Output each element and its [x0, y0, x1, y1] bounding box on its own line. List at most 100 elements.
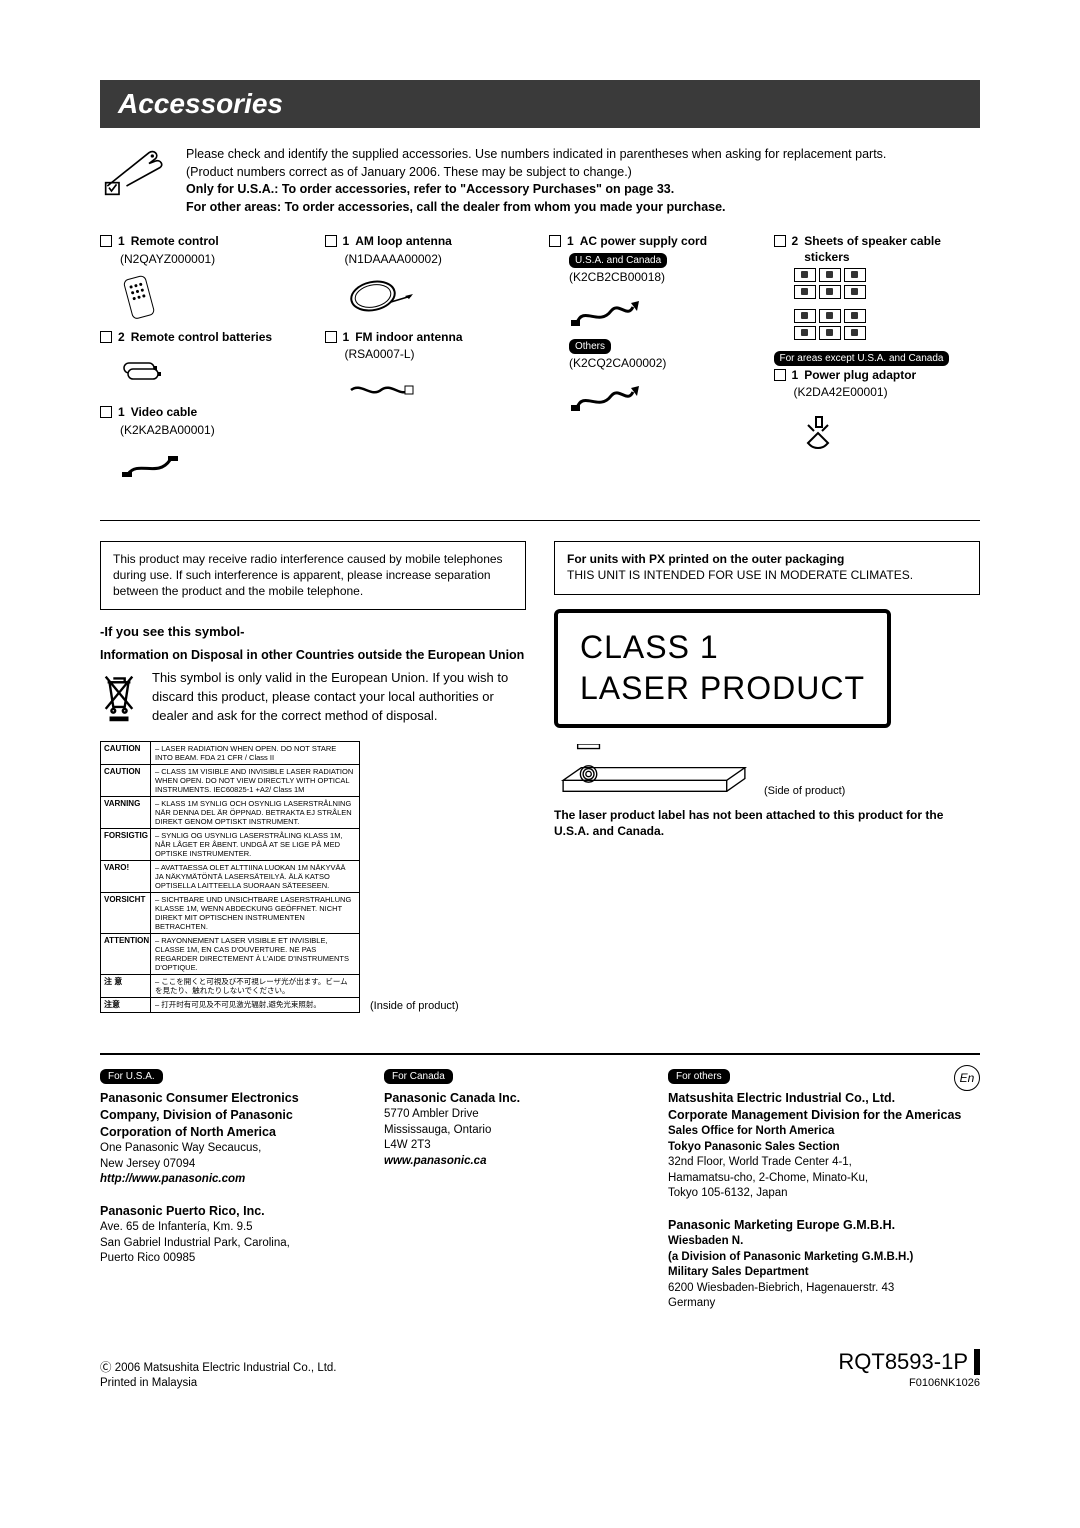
printed-in: Printed in Malaysia	[100, 1376, 337, 1391]
company-name: Matsushita Electric Industrial Co., Ltd.	[668, 1090, 980, 1107]
divider	[100, 1053, 980, 1055]
addr-line: (a Division of Panasonic Marketing G.M.B…	[668, 1250, 980, 1266]
acc-stickers: 2 Sheets of speaker cable stickers	[774, 234, 981, 339]
warn-text: – SYNLIG OG USYNLIG LASERSTRÅLING KLASS …	[151, 829, 359, 860]
addr-line: Wiesbaden N.	[668, 1234, 980, 1250]
acc-part: (N2QAYZ000001)	[100, 252, 307, 268]
warn-label: VARNING	[101, 797, 151, 828]
disposal-heading: Information on Disposal in other Countri…	[100, 647, 526, 663]
url: http://www.panasonic.com	[100, 1172, 360, 1188]
warn-text: – KLASS 1M SYNLIG OCH OSYNLIG LASERSTRÅL…	[151, 797, 359, 828]
warn-text: – AVATTAESSA OLET ALTTIINA LUOKAN 1M NÄK…	[151, 861, 359, 892]
acc-am-loop: 1 AM loop antenna (N1DAAAA00002)	[325, 234, 532, 319]
doc-code: RQT8593-1P	[838, 1348, 968, 1377]
region-badge: For areas except U.S.A. and Canada	[774, 351, 950, 366]
warn-text: – 打开时有可见及不可见激光辐射,避免光束照射。	[151, 998, 359, 1012]
warn-label: CAUTION	[101, 765, 151, 796]
acc-plug-adaptor: For areas except U.S.A. and Canada 1Powe…	[774, 350, 981, 453]
acc-part: (K2CQ2CA00002)	[549, 356, 756, 372]
url: www.panasonic.ca	[384, 1154, 644, 1170]
power-cord-icon	[549, 290, 756, 338]
copyright: Ⓒ 2006 Matsushita Electric Industrial Co…	[100, 1361, 337, 1376]
fm-antenna-icon	[325, 367, 532, 415]
acc-name: Power plug adaptor	[804, 368, 916, 384]
weee-icon	[100, 669, 140, 727]
acc-name: Sheets of speaker cable stickers	[804, 234, 980, 265]
interference-notice: This product may receive radio interfere…	[100, 541, 526, 610]
laser-note: The laser product label has not been att…	[554, 808, 980, 839]
addr-line: Hamamatsu-cho, 2-Chome, Minato-Ku,	[668, 1171, 980, 1187]
checkbox-icon	[100, 331, 112, 343]
sub-code: F0106NK1026	[838, 1376, 980, 1390]
acc-qty: 2	[792, 234, 799, 250]
laser-line2: LASER PRODUCT	[580, 668, 865, 710]
warn-label: CAUTION	[101, 742, 151, 764]
addresses: En For U.S.A. Panasonic Consumer Electro…	[100, 1069, 980, 1312]
acc-name: FM indoor antenna	[355, 330, 462, 346]
addr-line: Germany	[668, 1296, 980, 1312]
acc-name: AM loop antenna	[355, 234, 452, 250]
region-badge: Others	[569, 339, 611, 354]
laser-class-label: CLASS 1 LASER PRODUCT	[554, 609, 891, 728]
acc-qty: 1	[118, 405, 125, 421]
hand-check-icon	[100, 146, 170, 216]
warn-label: FORSIGTIG	[101, 829, 151, 860]
addr-line: 6200 Wiesbaden-Biebrich, Hagenauerstr. 4…	[668, 1281, 980, 1297]
px-body: THIS UNIT IS INTENDED FOR USE IN MODERAT…	[567, 568, 967, 584]
addr-line: Military Sales Department	[668, 1265, 980, 1281]
footer: Ⓒ 2006 Matsushita Electric Industrial Co…	[100, 1348, 980, 1391]
acc-part: (K2DA42E00001)	[774, 385, 981, 401]
cable-icon	[100, 442, 307, 490]
company-name: Panasonic Canada Inc.	[384, 1090, 644, 1107]
acc-qty: 2	[118, 330, 125, 346]
company-name: Panasonic Marketing Europe G.M.B.H.	[668, 1217, 980, 1234]
addr-canada: For Canada Panasonic Canada Inc. 5770 Am…	[384, 1069, 644, 1312]
checkbox-icon	[774, 235, 786, 247]
intro-row: Please check and identify the supplied a…	[100, 146, 980, 216]
warn-label: ATTENTION	[101, 934, 151, 974]
disposal-body: This symbol is only valid in the Europea…	[152, 669, 526, 726]
region-pill: For others	[668, 1069, 730, 1085]
acc-name: Remote control batteries	[131, 330, 272, 346]
acc-part: (RSA0007-L)	[325, 347, 532, 363]
warn-label: 注 意	[101, 975, 151, 997]
acc-ac-cord: 1AC power supply cord U.S.A. and Canada …	[549, 234, 756, 423]
info-section: This product may receive radio interfere…	[100, 541, 980, 1013]
warn-label: VARO!	[101, 861, 151, 892]
addr-usa: For U.S.A. Panasonic Consumer Electronic…	[100, 1069, 360, 1312]
addr-line: San Gabriel Industrial Park, Carolina,	[100, 1236, 360, 1252]
acc-qty: 1	[343, 234, 350, 250]
checkbox-icon	[774, 369, 786, 381]
acc-name: AC power supply cord	[580, 234, 707, 250]
acc-qty: 1	[118, 234, 125, 250]
plug-adaptor-icon	[774, 405, 981, 453]
warn-text: – ここを開くと可視及び不可視レーザ光が出ます。ビームを見たり、触れたりしないで…	[151, 975, 359, 997]
region-pill: For Canada	[384, 1069, 453, 1085]
addr-line: Puerto Rico 00985	[100, 1251, 360, 1267]
divider	[100, 520, 980, 521]
addr-line: 5770 Ambler Drive	[384, 1107, 644, 1123]
laser-warning-table: CAUTION– LASER RADIATION WHEN OPEN. DO N…	[100, 741, 360, 1013]
addr-line: Sales Office for North America	[668, 1124, 980, 1140]
addr-line: One Panasonic Way Secaucus,	[100, 1141, 360, 1157]
addr-line: L4W 2T3	[384, 1138, 644, 1154]
intro-text: Please check and identify the supplied a…	[186, 146, 980, 216]
warn-text: – LASER RADIATION WHEN OPEN. DO NOT STAR…	[151, 742, 359, 764]
checkbox-icon	[325, 235, 337, 247]
px-head: For units with PX printed on the outer p…	[567, 552, 967, 568]
company-div: Corporate Management Division for the Am…	[668, 1107, 980, 1124]
remote-icon	[100, 272, 307, 320]
warn-text: – RAYONNEMENT LASER VISIBLE ET INVISIBLE…	[151, 934, 359, 974]
acc-part: (N1DAAAA00002)	[325, 252, 532, 268]
acc-name: Video cable	[131, 405, 197, 421]
company-name: Panasonic Puerto Rico, Inc.	[100, 1203, 360, 1220]
addr-line: Tokyo 105-6132, Japan	[668, 1186, 980, 1202]
intro-line3: Only for U.S.A.: To order accessories, r…	[186, 181, 980, 199]
intro-line2: (Product numbers correct as of January 2…	[186, 164, 980, 182]
px-notice: For units with PX printed on the outer p…	[554, 541, 980, 594]
warn-text: – CLASS 1M VISIBLE AND INVISIBLE LASER R…	[151, 765, 359, 796]
loop-antenna-icon	[325, 272, 532, 320]
warn-label: 注意	[101, 998, 151, 1012]
language-badge: En	[954, 1065, 980, 1091]
acc-part: (K2KA2BA00001)	[100, 423, 307, 439]
